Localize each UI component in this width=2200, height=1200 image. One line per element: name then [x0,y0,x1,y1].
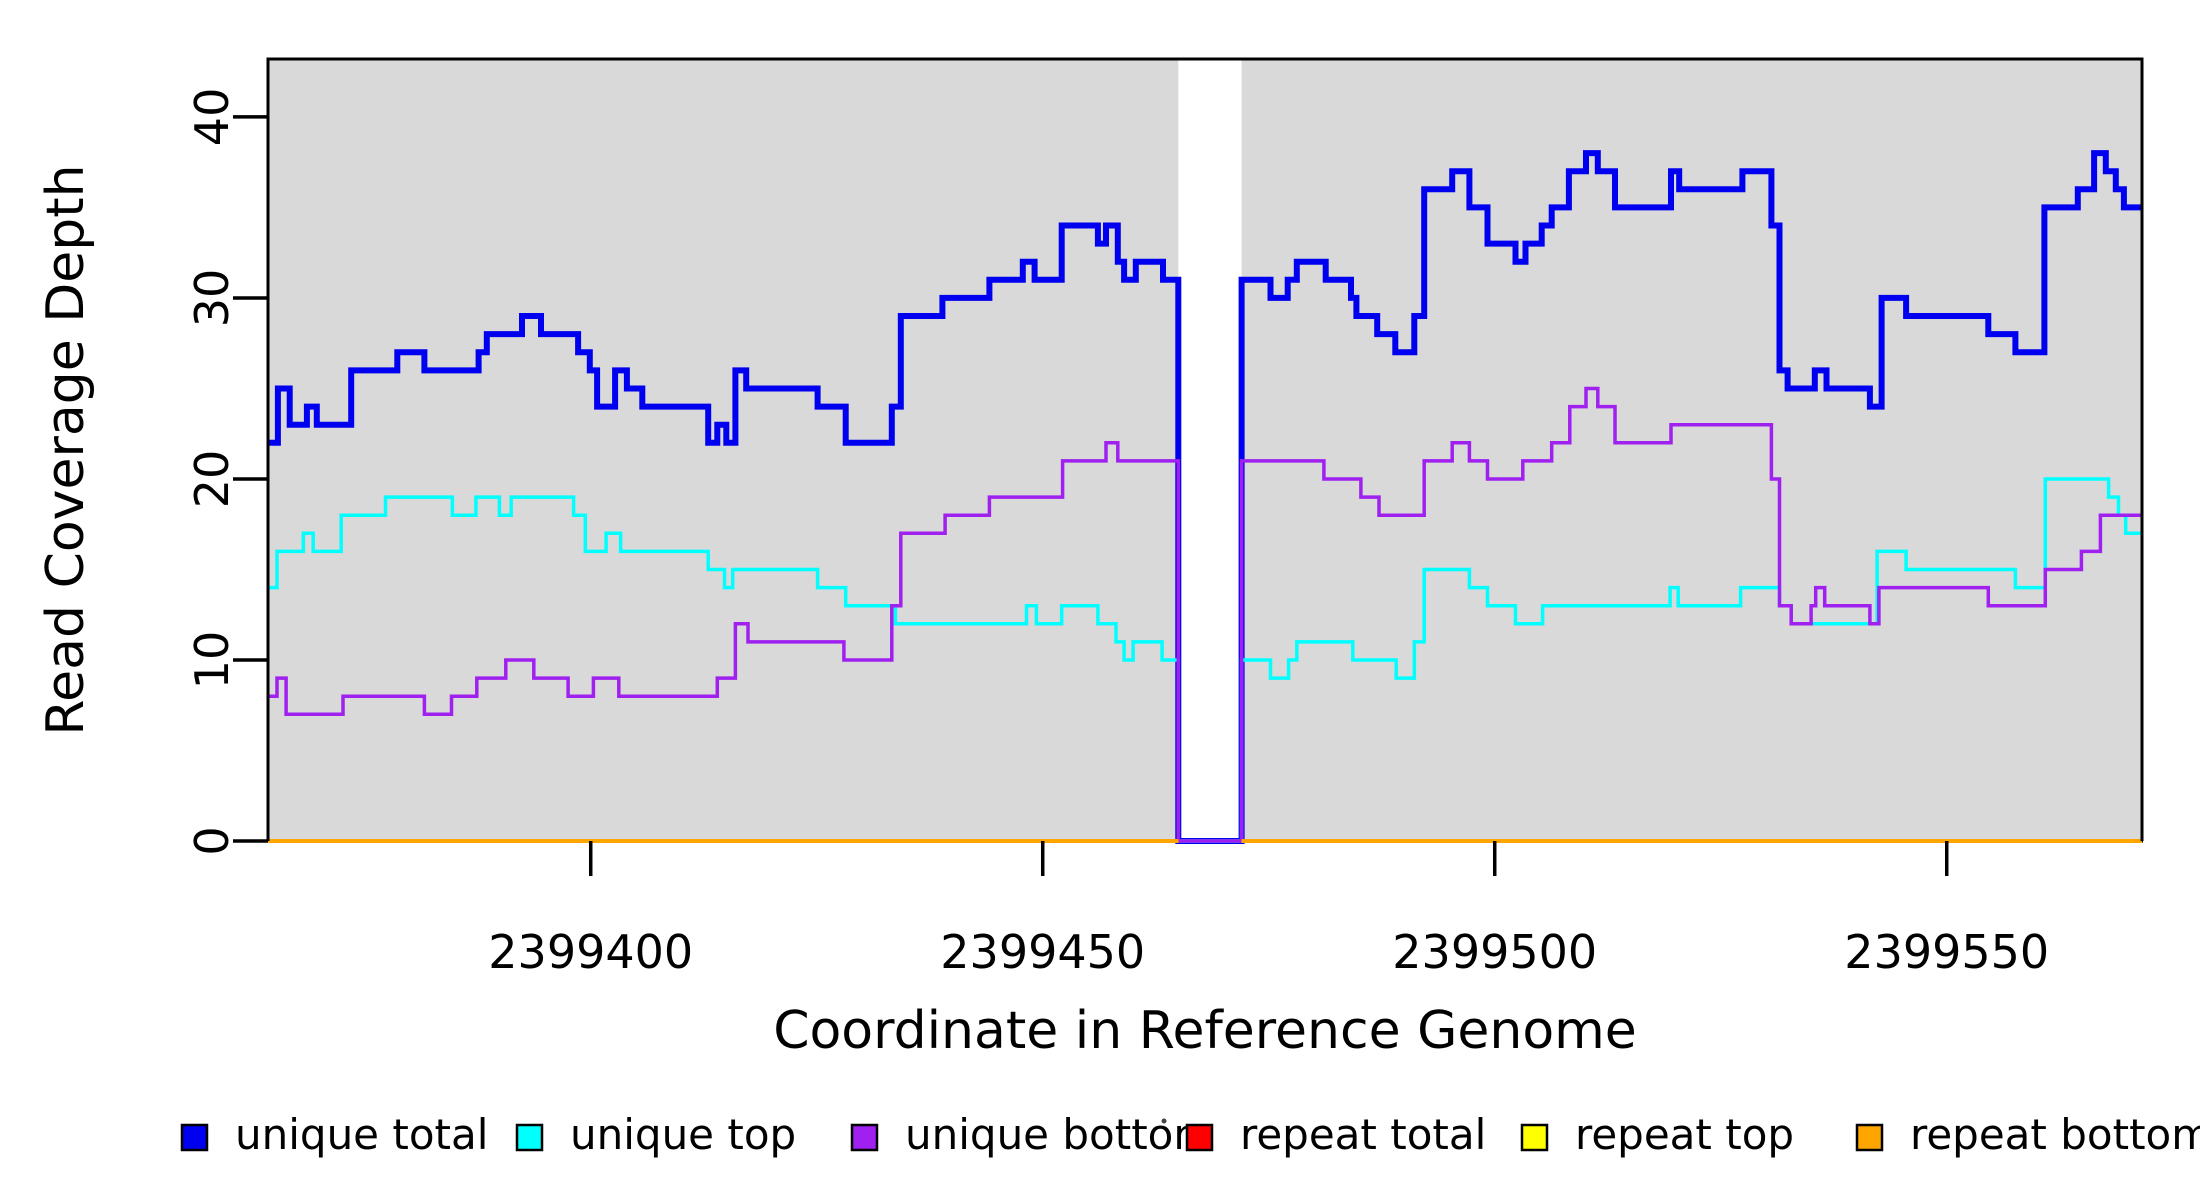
x-tick-label: 2399500 [1392,925,1597,979]
legend-swatch-repeat-total [1185,1123,1214,1152]
axis-ticks-layer: 2399400 2399450 2399500 2399550 0 10 20 30 40 [185,88,2049,979]
legend-item-repeat-bottom: repeat bottom [1855,1110,2200,1159]
shaded-region [268,59,1179,841]
legend-item-repeat-total: repeat total [1185,1110,1486,1159]
x-tick-label: 2399450 [940,925,1145,979]
shaded-region [1241,59,2142,841]
legend-swatch-unique-total [180,1123,209,1152]
legend-swatch-unique-bottom [850,1123,879,1152]
legend-label: unique top [570,1110,796,1159]
legend-item-repeat-top: repeat top [1520,1110,1794,1159]
stray-dot-mark [1161,1118,1167,1124]
series-line-unique-total [268,150,2142,844]
plot-shading [268,59,2142,841]
x-tick-label: 2399550 [1844,925,2049,979]
series-line-unique-bottom [268,386,2142,843]
legend-swatch-unique-top [515,1123,544,1152]
legend: unique total unique top unique bottom repea… [180,1110,2200,1159]
plot-border [266,57,2144,841]
legend-label: repeat total [1240,1110,1486,1159]
legend-item-unique-total: unique total [180,1110,488,1159]
y-tick-label: 30 [185,269,239,328]
y-tick-label: 10 [185,631,239,690]
legend-label: repeat top [1575,1110,1794,1159]
x-axis-title: Coordinate in Reference Genome [773,1001,1637,1061]
x-tick-label: 2399400 [488,925,693,979]
legend-item-unique-bottom: unique bottom [850,1110,1214,1159]
series-lines-layer [268,150,2142,844]
y-tick-label: 20 [185,450,239,509]
legend-swatch-repeat-bottom [1855,1123,1884,1152]
legend-label: unique total [235,1110,488,1159]
legend-label: repeat bottom [1910,1110,2200,1159]
y-axis-title: Read Coverage Depth [36,164,96,735]
y-tick-label: 40 [185,88,239,147]
legend-item-unique-top: unique top [515,1110,796,1159]
plot-border-layer [266,57,2144,841]
legend-label: unique bottom [905,1110,1214,1159]
legend-swatch-repeat-top [1520,1123,1549,1152]
y-tick-label: 0 [185,826,239,855]
